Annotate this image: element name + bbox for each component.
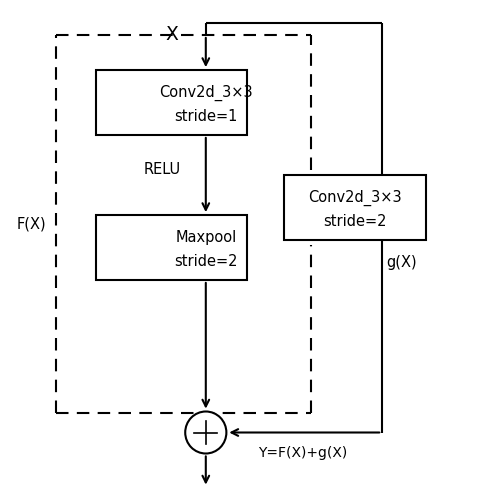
Circle shape [185, 412, 226, 454]
FancyBboxPatch shape [96, 70, 247, 135]
Text: Conv2d_3×3: Conv2d_3×3 [159, 84, 253, 101]
Text: X: X [165, 26, 178, 44]
Text: stride=2: stride=2 [323, 214, 387, 230]
Text: Maxpool: Maxpool [175, 230, 236, 245]
Text: stride=2: stride=2 [174, 254, 238, 270]
Text: Conv2d_3×3: Conv2d_3×3 [308, 190, 402, 206]
Text: stride=1: stride=1 [174, 110, 238, 124]
Text: RELU: RELU [143, 162, 180, 178]
Text: g(X): g(X) [387, 255, 417, 270]
Text: F(X): F(X) [17, 216, 47, 231]
FancyBboxPatch shape [96, 215, 247, 280]
Text: Y=F(X)+g(X): Y=F(X)+g(X) [258, 446, 347, 460]
FancyBboxPatch shape [284, 175, 426, 240]
